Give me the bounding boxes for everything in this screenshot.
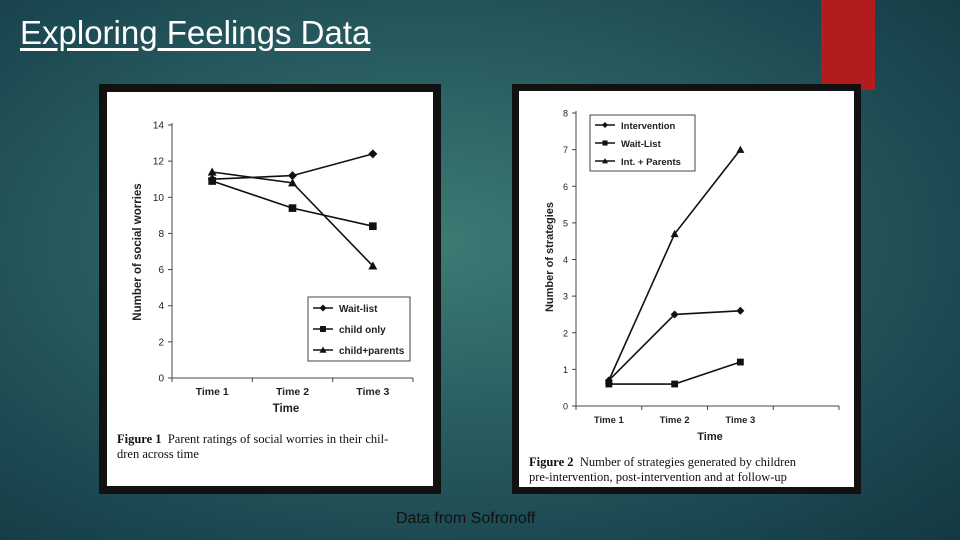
figure1-caption-line2: dren across time (117, 447, 199, 461)
y-tick-label: 14 (153, 121, 165, 132)
figure1-caption: Figure 1 Parent ratings of social worrie… (117, 432, 388, 462)
series-line-diamond (608, 309, 741, 381)
slide-title: Exploring Feelings Data (20, 14, 371, 51)
figure2-caption-line1: Number of strategies generated by childr… (579, 455, 797, 469)
y-tick-label: 10 (153, 193, 165, 204)
figure2-caption-line2: pre-intervention, post-intervention and … (529, 470, 787, 484)
x-axis-title: Time (697, 431, 722, 443)
y-tick-label: 1 (563, 365, 568, 375)
y-tick-label: 8 (158, 229, 164, 240)
x-tick-label: Time 2 (276, 386, 309, 398)
y-tick-label: 3 (563, 292, 568, 302)
data-point-square (671, 380, 679, 388)
legend-marker-triangle (319, 346, 327, 353)
legend-marker-triangle (602, 158, 608, 164)
figure2-caption: Figure 2 Number of strategies generated … (529, 455, 796, 485)
y-tick-label: 4 (158, 301, 164, 312)
data-point-triangle (207, 167, 217, 176)
legend-label: Intervention (621, 121, 676, 132)
legend-label: child+parents (339, 346, 405, 357)
legend-marker-square (320, 326, 326, 332)
x-tick-label: Time 2 (660, 415, 690, 426)
y-tick-label: 2 (158, 337, 164, 348)
data-point-square (369, 222, 377, 231)
data-point-triangle (368, 261, 378, 270)
y-axis-title: Number of strategies (544, 202, 556, 312)
y-tick-label: 0 (158, 374, 164, 385)
legend-label: Int. + Parents (621, 157, 681, 168)
series-line-square (211, 180, 374, 227)
data-point-diamond (670, 310, 679, 319)
y-tick-label: 4 (563, 255, 568, 265)
data-point-triangle (736, 145, 745, 153)
y-tick-label: 2 (563, 328, 568, 338)
data-source: Data from Sofronoff (396, 510, 536, 527)
y-axis-title: Number of social worries (132, 183, 144, 320)
legend-label: Wait-List (621, 139, 662, 150)
legend-label: child only (339, 325, 386, 336)
x-tick-label: Time 1 (594, 415, 625, 426)
x-tick-label: Time 3 (356, 386, 389, 398)
data-point-square (605, 380, 613, 388)
data-point-diamond (288, 171, 297, 181)
legend-label: Wait-list (339, 304, 378, 315)
x-tick-label: Time 1 (196, 386, 229, 398)
figure2-panel: 0 1 2 3 4 5 6 7 8 Time 1 Time 2 Time 3 Time Number of… (519, 91, 854, 487)
data-point-square (736, 358, 744, 366)
figure1-caption-label: Figure 1 (117, 432, 162, 446)
figure1-caption-line1: Parent ratings of social worries in thei… (167, 432, 389, 446)
figure2-caption-label: Figure 2 (529, 455, 574, 469)
data-point-diamond (736, 306, 745, 315)
legend-marker-diamond (319, 304, 327, 312)
y-tick-label: 12 (153, 157, 165, 168)
figure1-panel: 0 2 4 6 8 10 12 14 Time 1 Time 2 Time 3 Time Number … (107, 92, 433, 486)
y-tick-label: 0 (563, 402, 568, 412)
data-point-triangle (288, 178, 297, 187)
data-point-diamond (368, 149, 378, 159)
y-tick-label: 5 (563, 218, 568, 228)
y-tick-label: 8 (563, 109, 568, 119)
series-line-triangle (608, 149, 742, 381)
data-point-triangle (604, 376, 613, 384)
y-tick-label: 6 (563, 182, 568, 192)
social-worries-chart: 0 2 4 6 8 10 12 14 Time 1 Time 2 Time 3 Time Number … (132, 121, 414, 415)
data-point-square (208, 177, 216, 185)
data-point-triangle (670, 229, 679, 238)
legend-marker-diamond (602, 122, 608, 128)
data-point-square (288, 204, 297, 212)
x-tick-label: Time 3 (725, 415, 755, 426)
x-axis-title: Time (273, 403, 300, 415)
y-tick-label: 7 (563, 145, 568, 155)
accent-bar (821, 0, 875, 90)
y-tick-label: 6 (158, 265, 164, 276)
legend-marker-square (602, 140, 608, 146)
